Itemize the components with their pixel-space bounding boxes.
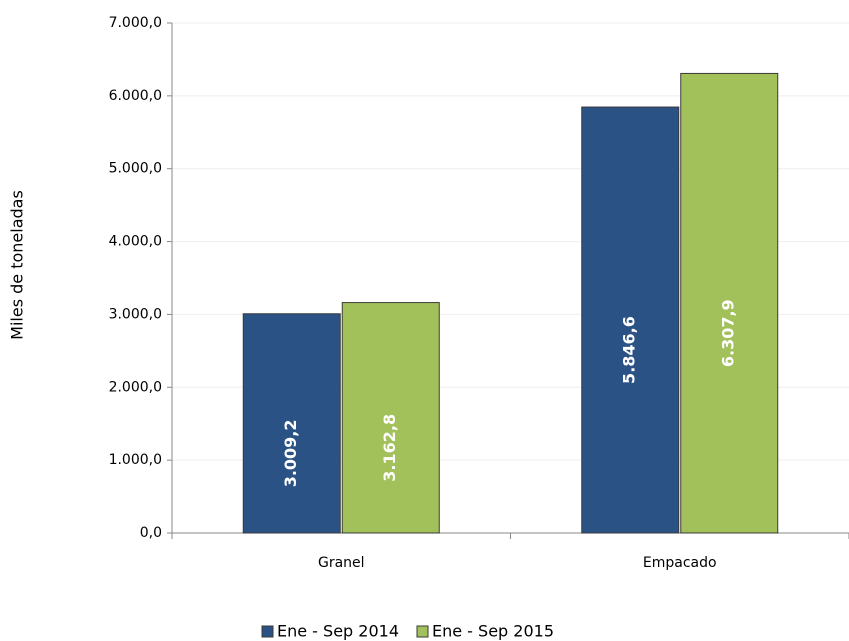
y-tick-label: 1.000,0 xyxy=(109,452,162,468)
legend-label: Ene - Sep 2014 xyxy=(277,622,399,641)
value-label: 3.009,2 xyxy=(281,419,300,487)
value-label: 3.162,8 xyxy=(380,414,399,482)
y-tick-label: 5.000,0 xyxy=(109,161,162,177)
x-tick-label: Granel xyxy=(318,555,365,571)
x-tick-label: Empacado xyxy=(643,555,717,571)
y-tick-label: 0,0 xyxy=(140,525,162,541)
bar xyxy=(680,72,779,534)
y-axis-title: Miles de toneladas xyxy=(8,190,27,340)
y-tick-label: 7.000,0 xyxy=(109,15,162,31)
value-label: 5.846,6 xyxy=(620,316,639,384)
bar xyxy=(581,106,680,534)
bar xyxy=(341,302,440,534)
legend-label: Ene - Sep 2015 xyxy=(432,622,554,641)
y-tick-label: 6.000,0 xyxy=(109,88,162,104)
value-label: 6.307,9 xyxy=(719,299,738,367)
legend-swatch xyxy=(261,625,274,638)
y-tick-label: 3.000,0 xyxy=(109,306,162,322)
legend-swatch xyxy=(416,625,429,638)
y-tick-label: 4.000,0 xyxy=(109,234,162,250)
bar xyxy=(242,313,341,534)
y-tick-label: 2.000,0 xyxy=(109,379,162,395)
